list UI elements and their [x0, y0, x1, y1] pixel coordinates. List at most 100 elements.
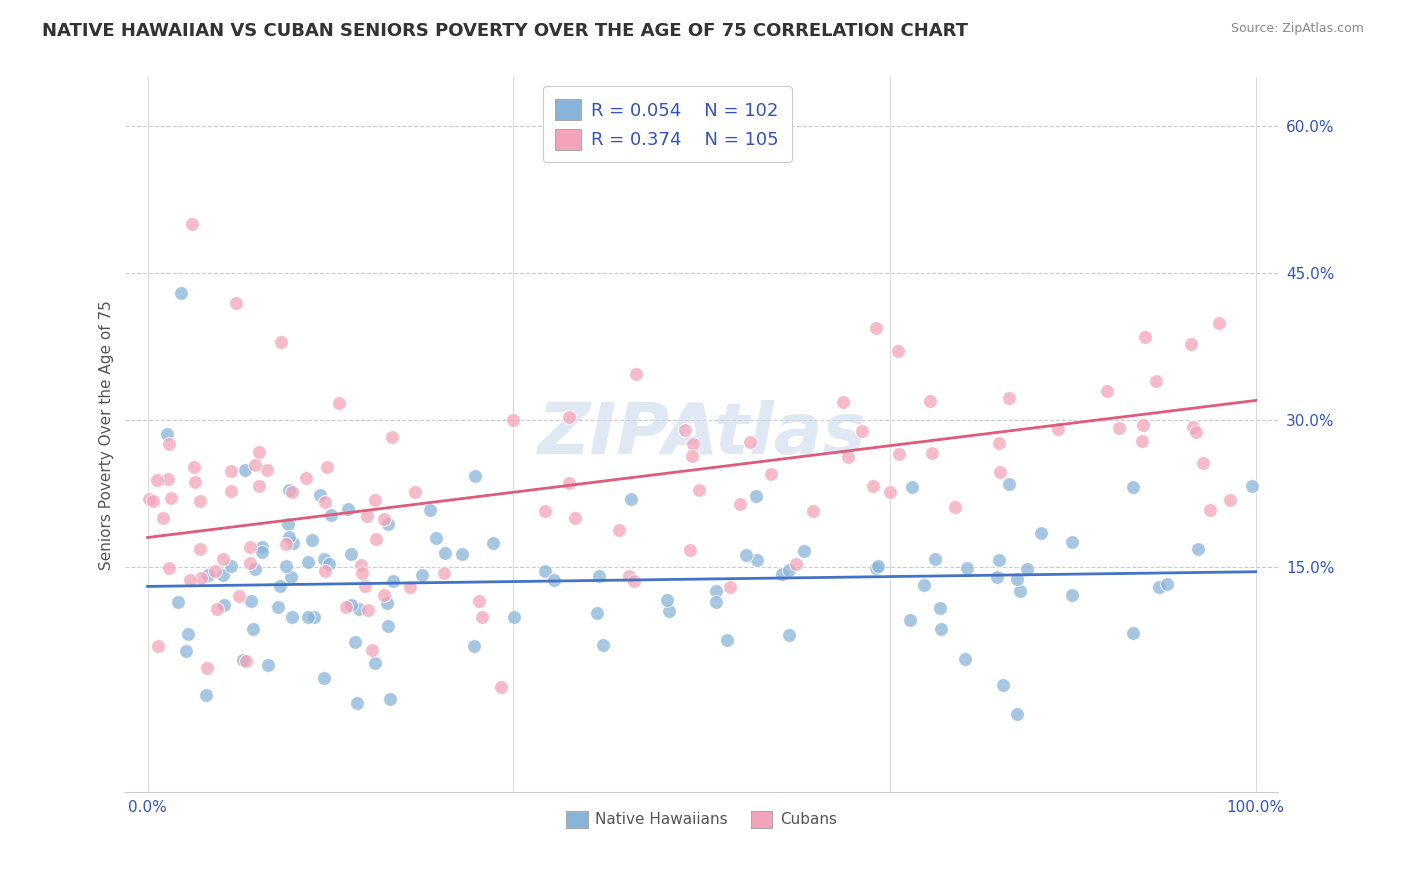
- Point: [502, 413, 524, 427]
- Point: [281, 485, 304, 500]
- Point: [463, 639, 485, 653]
- Point: [170, 285, 193, 300]
- Point: [419, 502, 441, 516]
- Y-axis label: Seniors Poverty Over the Age of 75: Seniors Poverty Over the Age of 75: [100, 300, 114, 570]
- Point: [716, 633, 738, 648]
- Point: [179, 574, 201, 588]
- Point: [204, 564, 226, 578]
- Point: [887, 447, 910, 461]
- Point: [865, 561, 887, 575]
- Point: [745, 490, 768, 504]
- Point: [688, 483, 710, 498]
- Point: [489, 680, 512, 694]
- Point: [592, 638, 614, 652]
- Point: [197, 568, 219, 582]
- Point: [831, 394, 853, 409]
- Point: [898, 613, 921, 627]
- Point: [1208, 316, 1230, 330]
- Point: [239, 540, 262, 554]
- Point: [740, 435, 762, 450]
- Point: [377, 516, 399, 531]
- Point: [1130, 434, 1153, 449]
- Point: [586, 606, 609, 620]
- Point: [363, 493, 385, 508]
- Point: [887, 344, 910, 359]
- Point: [314, 564, 336, 578]
- Point: [865, 321, 887, 335]
- Point: [375, 596, 398, 610]
- Point: [381, 574, 404, 589]
- Point: [240, 594, 263, 608]
- Point: [219, 464, 242, 478]
- Point: [1182, 419, 1205, 434]
- Point: [297, 555, 319, 569]
- Point: [912, 577, 935, 591]
- Point: [997, 477, 1019, 491]
- Point: [868, 559, 890, 574]
- Point: [314, 552, 336, 566]
- Point: [433, 546, 456, 560]
- Point: [718, 581, 741, 595]
- Point: [277, 516, 299, 531]
- Point: [270, 334, 292, 349]
- Point: [278, 483, 301, 497]
- Point: [987, 435, 1010, 450]
- Point: [212, 551, 235, 566]
- Point: [450, 548, 472, 562]
- Point: [194, 688, 217, 702]
- Point: [502, 610, 524, 624]
- Point: [953, 651, 976, 665]
- Point: [1122, 626, 1144, 640]
- Point: [929, 622, 952, 636]
- Text: Source: ZipAtlas.com: Source: ZipAtlas.com: [1230, 22, 1364, 36]
- Point: [347, 601, 370, 615]
- Point: [188, 493, 211, 508]
- Point: [730, 497, 752, 511]
- Point: [315, 460, 337, 475]
- Point: [247, 445, 270, 459]
- Point: [283, 535, 305, 549]
- Point: [219, 484, 242, 499]
- Point: [232, 652, 254, 666]
- Point: [1047, 422, 1070, 436]
- Point: [319, 508, 342, 522]
- Point: [1008, 584, 1031, 599]
- Point: [1241, 479, 1264, 493]
- Point: [929, 601, 952, 615]
- Point: [801, 504, 824, 518]
- Point: [138, 491, 160, 506]
- Point: [205, 602, 228, 616]
- Point: [1060, 588, 1083, 602]
- Point: [759, 467, 782, 482]
- Point: [156, 472, 179, 486]
- Point: [181, 217, 204, 231]
- Point: [183, 460, 205, 475]
- Point: [481, 535, 503, 549]
- Point: [280, 570, 302, 584]
- Point: [918, 394, 941, 409]
- Point: [366, 532, 388, 546]
- Point: [747, 553, 769, 567]
- Point: [399, 580, 422, 594]
- Point: [377, 619, 399, 633]
- Point: [304, 610, 326, 624]
- Point: [534, 504, 557, 518]
- Point: [607, 523, 630, 537]
- Point: [239, 556, 262, 570]
- Point: [655, 593, 678, 607]
- Text: ZIPAtlas: ZIPAtlas: [537, 401, 866, 469]
- Point: [142, 494, 165, 508]
- Point: [156, 426, 179, 441]
- Point: [1184, 425, 1206, 439]
- Point: [340, 598, 363, 612]
- Point: [354, 579, 377, 593]
- Point: [617, 569, 640, 583]
- Point: [318, 558, 340, 572]
- Point: [837, 450, 859, 464]
- Point: [793, 544, 815, 558]
- Point: [328, 395, 350, 409]
- Point: [1219, 493, 1241, 508]
- Point: [620, 492, 643, 507]
- Point: [988, 553, 1011, 567]
- Point: [1199, 503, 1222, 517]
